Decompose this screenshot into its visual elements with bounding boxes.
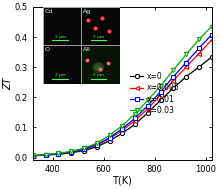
- x=0.01: [32, 155, 34, 157]
- Line: x=0.005: x=0.005: [31, 38, 214, 158]
- x=0.01: [95, 143, 98, 146]
- x=0.03: [147, 99, 149, 101]
- x=0.01: [210, 33, 213, 36]
- x=0.005: [134, 119, 136, 122]
- x=0: [210, 56, 213, 58]
- x=0.03: [121, 125, 124, 127]
- x=0.01: [198, 47, 200, 50]
- x=0.03: [198, 38, 200, 41]
- x=0.01: [57, 153, 60, 155]
- Y-axis label: ZT: ZT: [4, 77, 13, 90]
- x=0.005: [185, 66, 187, 68]
- x=0.01: [108, 137, 111, 139]
- x=0.01: [147, 105, 149, 107]
- x=0.005: [210, 39, 213, 41]
- x=0.01: [185, 61, 187, 64]
- x=0.03: [32, 154, 34, 157]
- x=0.03: [108, 134, 111, 136]
- x=0.03: [210, 25, 213, 28]
- x=0: [121, 132, 124, 134]
- x=0: [134, 123, 136, 125]
- x=0.005: [108, 138, 111, 140]
- x=0.005: [70, 151, 73, 153]
- x=0.005: [44, 154, 47, 156]
- X-axis label: T(K): T(K): [112, 176, 132, 186]
- Line: x=0.03: x=0.03: [31, 24, 214, 158]
- x=0.01: [83, 148, 85, 150]
- Line: x=0.01: x=0.01: [31, 33, 214, 158]
- x=0.03: [70, 150, 73, 152]
- Line: x=0: x=0: [31, 55, 214, 158]
- x=0.03: [134, 113, 136, 115]
- x=0.01: [159, 91, 162, 93]
- x=0.01: [172, 76, 175, 78]
- x=0.01: [44, 154, 47, 156]
- x=0.005: [172, 80, 175, 82]
- x=0: [70, 152, 73, 154]
- x=0.01: [121, 128, 124, 130]
- x=0.005: [159, 94, 162, 96]
- x=0: [44, 154, 47, 156]
- x=0.03: [95, 142, 98, 144]
- x=0: [108, 140, 111, 142]
- x=0.03: [57, 152, 60, 154]
- x=0.005: [147, 107, 149, 110]
- x=0.005: [83, 148, 85, 151]
- x=0: [95, 146, 98, 148]
- x=0.01: [70, 151, 73, 153]
- x=0.03: [172, 69, 175, 71]
- x=0: [147, 112, 149, 114]
- x=0: [57, 153, 60, 155]
- x=0.03: [159, 85, 162, 87]
- x=0.005: [198, 52, 200, 55]
- Legend: x=0, x=0.005, x=0.01, x=0.03: x=0, x=0.005, x=0.01, x=0.03: [130, 72, 179, 115]
- x=0: [172, 87, 175, 89]
- x=0: [83, 149, 85, 152]
- x=0: [185, 76, 187, 78]
- x=0: [198, 66, 200, 68]
- x=0.03: [185, 53, 187, 56]
- x=0.03: [44, 153, 47, 156]
- x=0.005: [95, 144, 98, 146]
- x=0.005: [32, 155, 34, 157]
- x=0: [159, 99, 162, 101]
- x=0.03: [83, 147, 85, 149]
- x=0: [32, 155, 34, 157]
- x=0.005: [57, 153, 60, 155]
- x=0.005: [121, 129, 124, 131]
- x=0.01: [134, 117, 136, 119]
